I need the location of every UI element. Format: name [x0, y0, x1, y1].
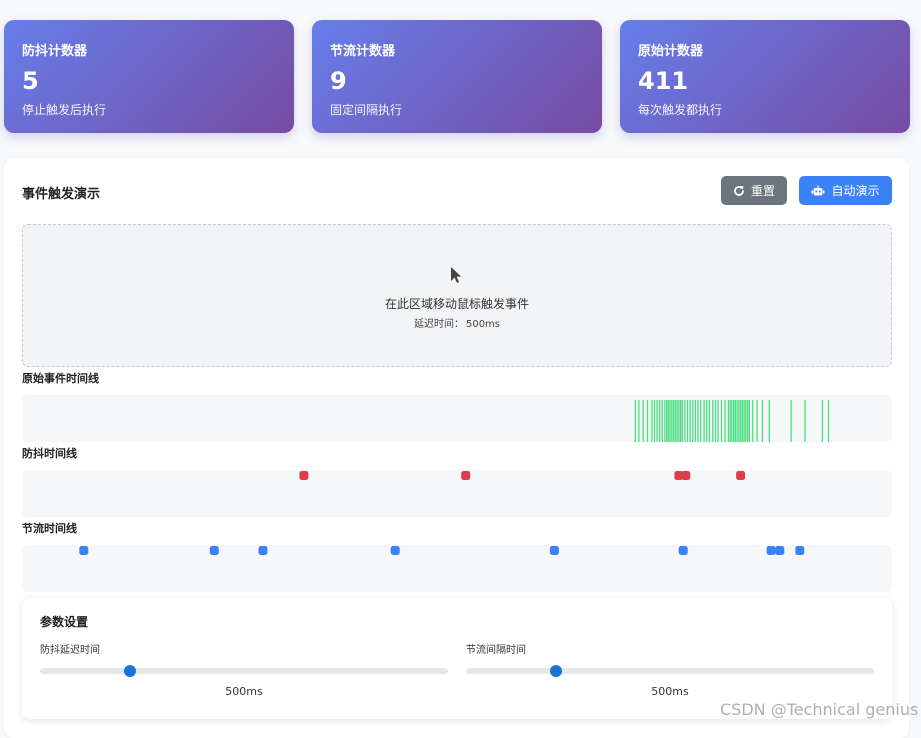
area-instruction: 在此区域移动鼠标触发事件: [384, 297, 529, 311]
throttle-interval-label: 节流间隔时间: [466, 645, 526, 656]
mouse-pointer-icon: [450, 266, 462, 288]
debounce-event-mark: [299, 471, 309, 480]
raw-timeline-label: 原始事件时间线: [22, 372, 99, 385]
throttle-timeline-label: 节流时间线: [22, 522, 77, 535]
stat-value: 9: [330, 67, 347, 95]
auto-demo-label: 自动演示: [831, 184, 880, 198]
debounce-event-mark: [461, 471, 471, 480]
throttle-timeline-chart: [79, 546, 805, 555]
stat-card-debounce: 防抖计数器 5 停止触发后执行: [4, 20, 294, 133]
throttle-event-mark: [209, 546, 219, 555]
demo-panel: 事件触发演示 重置 自动演示 在此: [4, 158, 909, 738]
delay-value: 500ms: [465, 319, 501, 330]
throttle-interval-value: 500ms: [651, 685, 689, 698]
mouse-trigger-area[interactable]: 在此区域移动鼠标触发事件 延迟时间： 500ms: [22, 224, 892, 367]
debounce-event-mark: [674, 471, 684, 480]
debounce-delay-slider[interactable]: [40, 665, 448, 677]
throttle-event-mark: [795, 546, 805, 555]
throttle-event-mark: [678, 546, 688, 555]
debounce-slider-thumb[interactable]: [123, 665, 136, 677]
panel-title: 事件触发演示: [22, 187, 101, 202]
throttle-event-mark: [775, 546, 785, 555]
settings-panel: 参数设置 防抖延迟时间 500ms 节流间隔时间 500ms: [22, 598, 892, 719]
stat-desc: 每次触发都执行: [638, 103, 723, 117]
stat-title: 防抖计数器: [22, 44, 88, 59]
settings-title: 参数设置: [40, 615, 89, 629]
debounce-delay-label: 防抖延迟时间: [40, 645, 100, 656]
throttle-event-mark: [79, 546, 89, 555]
throttle-event-mark: [258, 546, 268, 555]
stat-value: 411: [638, 67, 689, 95]
throttle-event-mark: [390, 546, 400, 555]
stat-desc: 停止触发后执行: [22, 103, 107, 117]
throttle-event-mark: [549, 546, 559, 555]
watermark: CSDN @Technical genius: [720, 700, 919, 719]
raw-timeline: [22, 395, 892, 442]
raw-timeline-chart: [634, 400, 830, 442]
throttle-slider-thumb[interactable]: [549, 665, 562, 677]
stat-title: 节流计数器: [330, 44, 396, 59]
redo-icon: [733, 185, 745, 197]
debounce-timeline-chart: [299, 471, 746, 480]
debounce-event-mark: [736, 471, 746, 480]
stat-desc: 固定间隔执行: [330, 103, 403, 117]
throttle-event-mark: [766, 546, 776, 555]
reset-button[interactable]: 重置: [721, 176, 787, 205]
debounce-delay-value: 500ms: [225, 685, 263, 698]
stat-card-raw: 原始计数器 411 每次触发都执行: [620, 20, 910, 133]
throttle-interval-slider[interactable]: [466, 665, 874, 677]
robot-icon: [811, 185, 825, 197]
debounce-timeline-label: 防抖时间线: [22, 447, 77, 460]
throttle-timeline: [22, 545, 892, 592]
debounce-timeline: [22, 470, 892, 517]
delay-label: 延迟时间：: [413, 319, 464, 330]
reset-label: 重置: [750, 184, 775, 198]
debounce-event-mark: [681, 471, 691, 480]
stat-value: 5: [22, 67, 39, 95]
stat-title: 原始计数器: [638, 44, 704, 59]
area-delay: 延迟时间： 500ms: [23, 315, 891, 330]
auto-demo-button[interactable]: 自动演示: [799, 176, 892, 205]
stat-card-throttle: 节流计数器 9 固定间隔执行: [312, 20, 602, 133]
